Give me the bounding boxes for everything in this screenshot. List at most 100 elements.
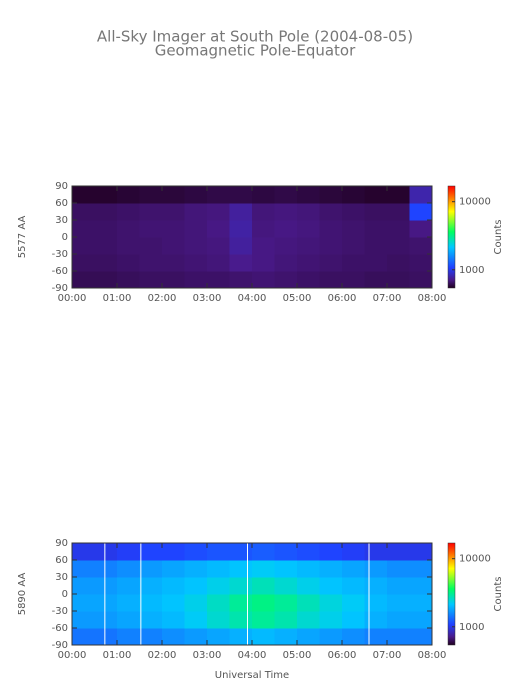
heat-cell <box>229 220 253 238</box>
heat-cell <box>297 628 320 646</box>
y-tick-label: 30 <box>55 215 68 226</box>
heat-cell <box>342 186 365 204</box>
heat-cell <box>409 611 433 629</box>
heat-cell <box>184 543 208 561</box>
heat-cell <box>72 271 95 289</box>
heat-cell <box>162 220 185 238</box>
heat-cell <box>162 186 185 204</box>
heat-cell <box>117 186 140 204</box>
y-tick-label: -30 <box>52 249 68 260</box>
heat-cell <box>94 577 118 595</box>
x-tick-label: 01:00 <box>103 293 132 304</box>
heat-cell <box>342 254 365 272</box>
heat-cell <box>364 203 388 221</box>
heat-cell <box>319 628 343 646</box>
y-tick-label: 0 <box>62 232 68 243</box>
heat-cell <box>72 543 95 561</box>
heat-cell <box>72 186 95 204</box>
heat-cell <box>297 220 320 238</box>
heat-cell <box>229 203 253 221</box>
heat-cell <box>387 271 410 289</box>
heat-cell <box>229 254 253 272</box>
heat-cell <box>252 577 275 595</box>
heat-cell <box>139 271 163 289</box>
heat-cell <box>117 628 140 646</box>
heat-cell <box>229 560 253 578</box>
heat-cell <box>207 254 230 272</box>
heat-cell <box>387 628 410 646</box>
heat-cell <box>387 237 410 255</box>
heat-cell <box>274 220 298 238</box>
heat-cell <box>297 237 320 255</box>
chart-subtitle: Geomagnetic Pole-Equator <box>155 42 356 60</box>
y-axis-label: 5890 AA <box>17 573 28 616</box>
colorbar-tick-label: 10000 <box>459 197 491 208</box>
heat-cell <box>139 628 163 646</box>
heat-cell <box>139 220 163 238</box>
heat-cell <box>409 254 433 272</box>
heat-cell <box>229 628 253 646</box>
heat-cell <box>387 611 410 629</box>
heat-cell <box>364 594 388 612</box>
heat-cell <box>207 628 230 646</box>
heat-cell <box>342 237 365 255</box>
heat-cell <box>252 611 275 629</box>
heat-cell <box>274 594 298 612</box>
heat-cell <box>162 271 185 289</box>
heat-cell <box>207 186 230 204</box>
x-tick-label: 04:00 <box>238 650 267 661</box>
heat-cell <box>409 628 433 646</box>
heat-cell <box>342 628 365 646</box>
x-tick-label: 03:00 <box>193 293 222 304</box>
y-tick-label: 60 <box>55 555 68 566</box>
y-tick-label: -60 <box>52 623 68 634</box>
heat-cell <box>207 271 230 289</box>
heat-cell <box>409 220 433 238</box>
heat-cell <box>139 237 163 255</box>
heat-cell <box>319 220 343 238</box>
heat-cell <box>184 237 208 255</box>
heat-cell <box>207 577 230 595</box>
heat-cell <box>364 186 388 204</box>
heat-cell <box>387 560 410 578</box>
heat-cell <box>364 254 388 272</box>
y-tick-label: 90 <box>55 181 68 192</box>
x-tick-label: 06:00 <box>328 650 357 661</box>
heat-cell <box>387 203 410 221</box>
heat-cell <box>387 220 410 238</box>
heat-cell <box>117 543 140 561</box>
heat-cell <box>72 560 95 578</box>
heat-cell <box>364 237 388 255</box>
heat-cell <box>364 628 388 646</box>
heat-cell <box>387 577 410 595</box>
heat-cell <box>387 594 410 612</box>
heat-cell <box>364 220 388 238</box>
heat-cell <box>72 594 95 612</box>
y-tick-label: 60 <box>55 198 68 209</box>
heat-cell <box>94 203 118 221</box>
heat-cell <box>409 237 433 255</box>
heat-cell <box>319 254 343 272</box>
heat-cell <box>207 203 230 221</box>
heat-cell <box>72 611 95 629</box>
heat-cell <box>184 271 208 289</box>
heat-cell <box>342 594 365 612</box>
x-tick-label: 07:00 <box>373 293 402 304</box>
heat-cell <box>409 186 433 204</box>
heat-cell <box>364 560 388 578</box>
heat-cell <box>274 543 298 561</box>
y-tick-label: 30 <box>55 572 68 583</box>
heat-cell <box>184 254 208 272</box>
heat-cell <box>274 237 298 255</box>
heat-cell <box>229 611 253 629</box>
heat-cell <box>94 560 118 578</box>
heat-cell <box>117 220 140 238</box>
heat-cell <box>117 611 140 629</box>
x-tick-label: 05:00 <box>283 293 312 304</box>
heat-cell <box>409 560 433 578</box>
heat-cell <box>297 577 320 595</box>
colorbar-tick-label: 1000 <box>459 622 484 633</box>
heat-cell <box>274 577 298 595</box>
x-tick-label: 05:00 <box>283 650 312 661</box>
